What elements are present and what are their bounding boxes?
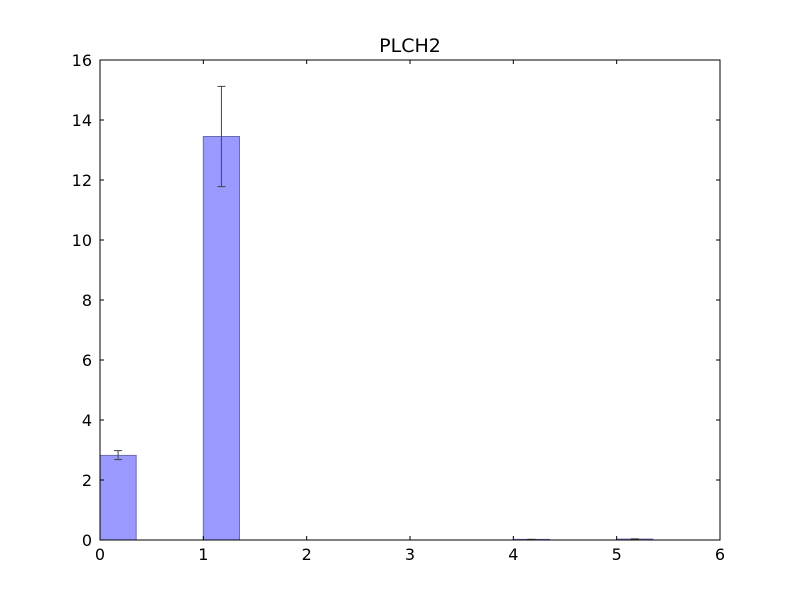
x-tick-label-6: 6 bbox=[715, 545, 725, 564]
x-tick-label-4: 4 bbox=[508, 545, 518, 564]
y-tick-label-16: 16 bbox=[72, 51, 92, 70]
x-tick-label-3: 3 bbox=[405, 545, 415, 564]
y-tick-label-0: 0 bbox=[82, 531, 92, 550]
y-tick-label-14: 14 bbox=[72, 111, 92, 130]
y-tick-label-8: 8 bbox=[82, 291, 92, 310]
bars-layer bbox=[99, 136, 654, 541]
plot-frame bbox=[99, 59, 721, 541]
error-bar-1 bbox=[217, 85, 226, 188]
y-axis: 0 2 4 6 8 10 12 14 16 bbox=[72, 51, 720, 550]
y-tick-label-4: 4 bbox=[82, 411, 92, 430]
x-tick-label-2: 2 bbox=[302, 545, 312, 564]
bar-1 bbox=[202, 136, 240, 541]
bar-0 bbox=[99, 454, 137, 541]
x-tick-label-1: 1 bbox=[198, 545, 208, 564]
y-tick-label-2: 2 bbox=[82, 471, 92, 490]
y-tick-label-12: 12 bbox=[72, 171, 92, 190]
error-bar-0 bbox=[114, 450, 123, 461]
y-tick-label-10: 10 bbox=[72, 231, 92, 250]
y-tick-label-6: 6 bbox=[82, 351, 92, 370]
chart-title: PLCH2 bbox=[379, 35, 441, 57]
x-tick-label-5: 5 bbox=[612, 545, 622, 564]
x-axis: 0 1 2 3 4 5 6 bbox=[95, 60, 725, 564]
error-bars-layer bbox=[114, 85, 639, 541]
error-bar-5 bbox=[630, 538, 639, 540]
x-tick-label-0: 0 bbox=[95, 545, 105, 564]
